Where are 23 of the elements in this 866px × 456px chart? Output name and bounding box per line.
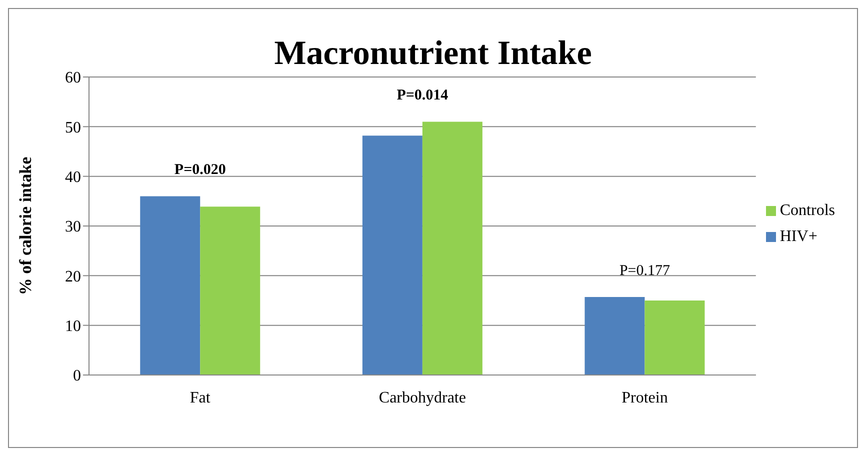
y-tick-label: 60 (65, 70, 81, 87)
y-axis-title: % of calorie intake (16, 156, 36, 296)
bar (200, 206, 260, 375)
y-tick-label: 50 (65, 119, 81, 136)
annotation: P=0.020 (174, 162, 226, 178)
y-tick-label: 0 (73, 368, 81, 385)
bar (362, 136, 422, 375)
chart-title: Macronutrient Intake (274, 35, 592, 72)
y-tick-label: 10 (65, 318, 81, 336)
legend-label: HIV+ (780, 228, 818, 245)
bar (584, 297, 645, 375)
x-tick-label: Protein (622, 389, 668, 406)
x-tick-label: Fat (190, 389, 211, 406)
bar (644, 300, 705, 375)
y-tick-label: 20 (65, 268, 81, 286)
bar (422, 122, 482, 375)
x-tick-label: Carbohydrate (378, 389, 466, 406)
y-tick-label: 30 (65, 218, 81, 236)
legend-label: Controls (780, 202, 835, 219)
annotation: P=0.177 (619, 263, 670, 280)
annotation: P=0.014 (396, 88, 449, 104)
y-tick-label: 40 (65, 169, 81, 186)
bar (140, 196, 200, 375)
